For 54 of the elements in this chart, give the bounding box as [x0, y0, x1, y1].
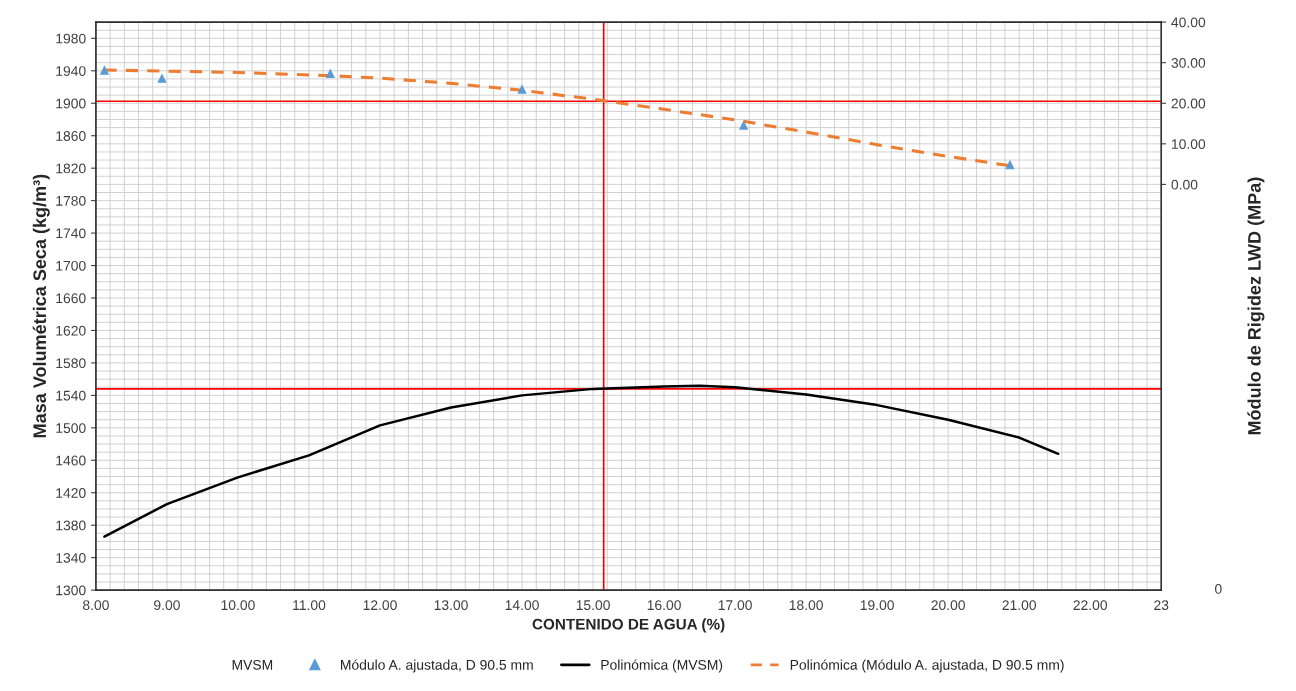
y-tick-label: 1940 — [56, 66, 86, 76]
x-tick-label: 9.00 — [154, 600, 180, 611]
y-tick-label: 1540 — [56, 390, 86, 401]
point — [325, 68, 335, 78]
point — [517, 84, 527, 94]
y2-tick-label: 30.00 — [1171, 58, 1206, 68]
text: MVSM — [232, 659, 273, 670]
x-tick-label: 12.00 — [363, 600, 397, 611]
y-tick-label: 1820 — [56, 163, 86, 174]
x-tick-label: 18.00 — [789, 600, 823, 611]
x-tick-label: 10.00 — [221, 600, 255, 611]
point — [738, 120, 749, 130]
y2-axis-title: Módulo de Rigidez LWD (MPa) — [1247, 177, 1265, 435]
y-tick-label: 1700 — [56, 260, 86, 271]
x-tick-label: 13.00 — [434, 600, 468, 611]
x-tick-label: 20.00 — [931, 600, 965, 611]
text: 0 — [1215, 584, 1222, 594]
y-tick-label: 1780 — [56, 195, 86, 206]
y-tick-label: 1300 — [56, 585, 86, 596]
legend-label: Polinómica (Módulo A. ajustada, D 90.5 mm) — [790, 659, 1064, 673]
legend-label: Polinómica (MVSM) — [601, 659, 723, 673]
y-tick-label: 1500 — [56, 423, 86, 433]
y-tick-label: 1580 — [56, 358, 86, 369]
y2-tick-label: 40.00 — [1171, 17, 1206, 28]
y2-tick-label: 20.00 — [1171, 98, 1206, 109]
y-tick-label: 1340 — [56, 552, 86, 563]
x-tick-label: 14.00 — [505, 600, 539, 611]
point — [157, 73, 167, 83]
y2-tick-label: 10.00 — [1172, 139, 1206, 149]
y-tick-label: 1660 — [56, 293, 86, 304]
x-tick-label: 23 — [1154, 600, 1169, 611]
x-axis-title: CONTENIDO DE AGUA (%) — [532, 618, 725, 633]
y-tick-label: 1420 — [56, 488, 86, 498]
y-tick-label: 1860 — [56, 131, 86, 141]
point — [1005, 159, 1015, 170]
y-tick-label: 1740 — [56, 228, 86, 239]
x-tick-label: 19.00 — [860, 600, 894, 611]
x-tick-label: 21.00 — [1002, 600, 1037, 611]
y-tick-label: 1620 — [56, 325, 86, 336]
line-series — [103, 384, 1060, 538]
legend-label: Módulo A. ajustada, D 90.5 mm — [341, 659, 533, 673]
x-tick-label: 8.00 — [82, 600, 109, 611]
y-tick-label: 1900 — [56, 98, 86, 109]
x-tick-label: 22.00 — [1073, 600, 1108, 611]
y-tick-label: 1460 — [56, 455, 86, 466]
x-tick-label: 15.00 — [576, 600, 610, 611]
x-tick-label: 17.00 — [718, 600, 752, 611]
x-tick-label: 16.00 — [647, 600, 681, 611]
x-tick-label: 11.00 — [293, 600, 326, 611]
y-tick-label: 1980 — [56, 33, 86, 44]
y2-tick-label: 0.00 — [1171, 179, 1198, 190]
point — [99, 65, 110, 75]
y-tick-label: 1380 — [56, 520, 86, 531]
y-axis-title: Masa Volumétrica Seca (kg/m³) — [32, 174, 50, 438]
